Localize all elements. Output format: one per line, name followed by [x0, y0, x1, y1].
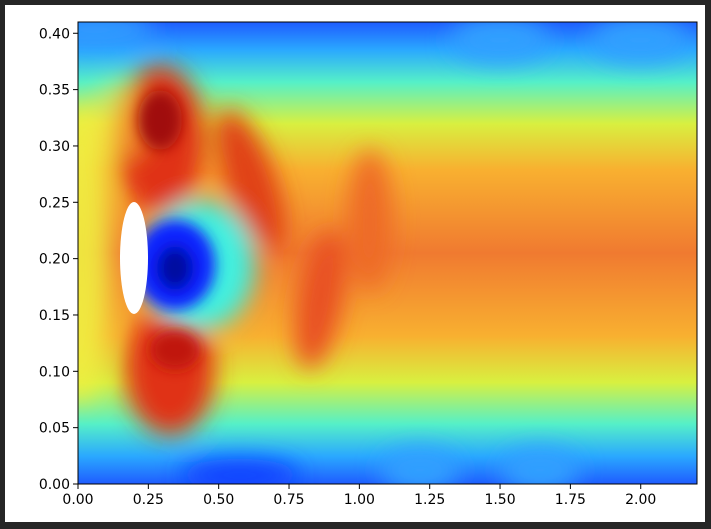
y-tick-label: 0.15 — [39, 308, 70, 324]
y-tick-label: 0.10 — [39, 364, 70, 380]
contour-field — [78, 22, 697, 484]
x-tick-label: 1.50 — [484, 492, 515, 508]
x-tick-label: 0.25 — [133, 492, 164, 508]
y-tick-label: 0.40 — [39, 26, 70, 42]
x-tick-label: 1.25 — [414, 492, 445, 508]
y-tick-label: 0.20 — [39, 252, 70, 268]
obstacle — [120, 202, 148, 314]
y-tick-label: 0.00 — [39, 477, 70, 493]
y-tick-label: 0.25 — [39, 195, 70, 211]
x-tick-label: 1.00 — [344, 492, 375, 508]
x-tick-label: 2.00 — [625, 492, 656, 508]
x-tick-label: 1.75 — [555, 492, 586, 508]
x-tick-label: 0.75 — [273, 492, 304, 508]
x-tick-label: 0.00 — [62, 492, 93, 508]
y-tick-label: 0.05 — [39, 421, 70, 437]
plot-frame — [77, 21, 698, 485]
y-tick-label: 0.30 — [39, 139, 70, 155]
x-tick-label: 0.50 — [203, 492, 234, 508]
y-tick-label: 0.35 — [39, 83, 70, 99]
